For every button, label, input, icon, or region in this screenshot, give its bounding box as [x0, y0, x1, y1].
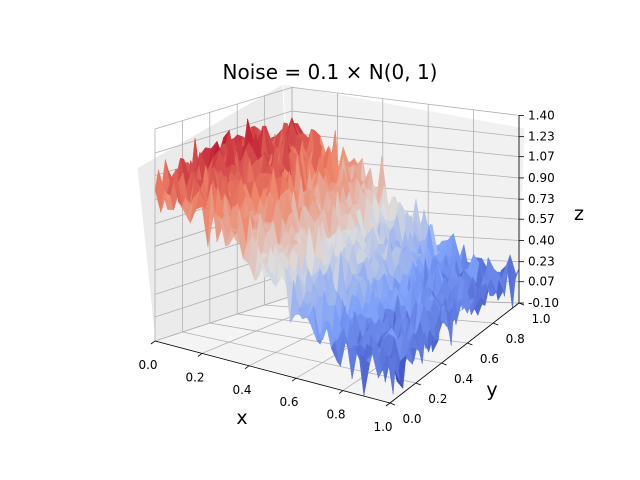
z-tick-label: 1.23 [528, 130, 555, 144]
z-tick-label: -0.10 [528, 296, 559, 310]
z-tick-label: 1.07 [528, 150, 555, 164]
z-tick-label: 0.07 [528, 275, 555, 289]
x-tick-label: 0.8 [326, 408, 345, 422]
y-tick-label: 0.8 [506, 332, 525, 346]
x-tick-label: 0.0 [138, 358, 157, 372]
y-tick-label: 0.6 [480, 352, 499, 366]
surface-plot [154, 117, 520, 396]
z-tick-label: 0.90 [528, 171, 555, 185]
z-tick-label: 0.23 [528, 255, 555, 269]
chart-title: Noise = 0.1 × N(0, 1) [223, 60, 438, 84]
axes-lines [154, 115, 520, 404]
x-tick-mark [197, 353, 203, 357]
y-tick-label: 0.0 [402, 412, 421, 426]
x-tick-mark [150, 340, 156, 345]
y-tick-label: 1.0 [531, 312, 550, 326]
z-tick-label: 0.73 [528, 192, 555, 206]
y-tick-mark [415, 382, 421, 386]
x-axis-label: x [236, 407, 247, 429]
y-tick-mark [441, 362, 447, 366]
y-tick-label: 0.4 [454, 372, 473, 386]
x-tick-label: 0.4 [232, 383, 251, 397]
z-tick-label: 0.57 [528, 212, 555, 226]
z-axis-ticks: -0.10 0.07 0.23 0.40 0.57 0.73 0.90 1.07 1.23 1.4… [519, 108, 559, 310]
y-axis-ticks: 0.0 0.2 0.4 0.6 0.8 1.0 [389, 302, 551, 426]
y-tick-mark [467, 342, 473, 346]
y-axis-label: y [486, 379, 497, 401]
y-tick-mark [493, 322, 499, 326]
y-tick-mark [389, 402, 396, 406]
x-tick-mark [244, 365, 250, 370]
x-tick-label: 1.0 [373, 420, 392, 434]
z-tick-label: 0.40 [528, 233, 555, 247]
x-tick-label: 0.2 [185, 370, 204, 384]
surface-facet [383, 355, 394, 395]
x-tick-label: 0.6 [279, 395, 298, 409]
x-tick-mark [291, 377, 297, 382]
x-axis-ticks: 0.0 0.2 0.4 0.6 0.8 1.0 [138, 340, 393, 434]
y-tick-label: 0.2 [428, 392, 447, 406]
z-tick-label: 1.40 [528, 108, 555, 122]
x-tick-mark [385, 402, 391, 407]
x-tick-mark [338, 390, 344, 394]
z-axis-label: z [574, 203, 584, 225]
